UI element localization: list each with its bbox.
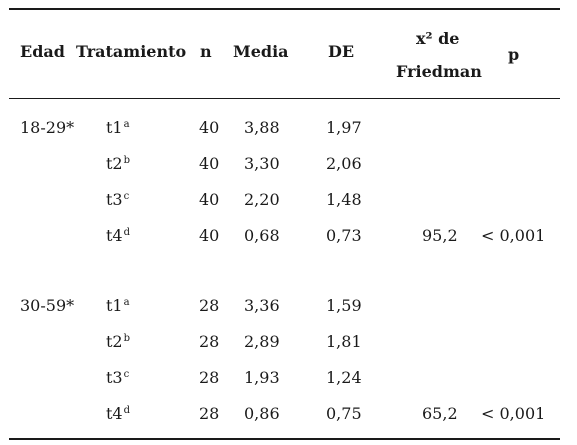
header-p: p bbox=[508, 45, 520, 64]
table-cell-treatment: t1a bbox=[106, 296, 130, 315]
table-cell-media: 3,30 bbox=[244, 154, 280, 173]
table-cell-treatment: t2b bbox=[106, 154, 131, 173]
header-rule bbox=[9, 98, 560, 99]
table-cell-friedman: 65,2 bbox=[422, 404, 458, 423]
table-cell-p: < 0,001 bbox=[481, 404, 546, 423]
header-n: n bbox=[200, 42, 212, 61]
table-cell-de: 1,48 bbox=[326, 190, 362, 209]
table-cell-treatment: t1a bbox=[106, 118, 130, 137]
table-cell-n: 28 bbox=[199, 404, 220, 423]
table-cell-p: < 0,001 bbox=[481, 226, 546, 245]
table-cell-n: 40 bbox=[199, 154, 220, 173]
table-cell-media: 3,36 bbox=[244, 296, 280, 315]
table-cell-treatment: t4d bbox=[106, 404, 131, 423]
table-cell-n: 40 bbox=[199, 118, 220, 137]
table-cell-n: 28 bbox=[199, 368, 220, 387]
table-cell-media: 0,86 bbox=[244, 404, 280, 423]
header-friedman-line2: Friedman bbox=[396, 62, 482, 81]
header-edad: Edad bbox=[20, 42, 65, 61]
table-cell-n: 40 bbox=[199, 190, 220, 209]
table-top-rule bbox=[9, 8, 560, 10]
table-cell-de: 1,97 bbox=[326, 118, 362, 137]
table-cell-n: 28 bbox=[199, 332, 220, 351]
table-cell-media: 1,93 bbox=[244, 368, 280, 387]
table-cell-de: 1,24 bbox=[326, 368, 362, 387]
group-age-label: 18-29* bbox=[20, 118, 75, 137]
table-cell-treatment: t2b bbox=[106, 332, 131, 351]
table-cell-de: 0,75 bbox=[326, 404, 362, 423]
table-cell-media: 2,20 bbox=[244, 190, 280, 209]
table-cell-n: 28 bbox=[199, 296, 220, 315]
header-de: DE bbox=[328, 42, 355, 61]
table-cell-n: 40 bbox=[199, 226, 220, 245]
header-friedman-line1: x² de bbox=[416, 29, 460, 48]
table-cell-treatment: t4d bbox=[106, 226, 131, 245]
header-media: Media bbox=[233, 42, 289, 61]
group-age-label: 30-59* bbox=[20, 296, 75, 315]
table-cell-de: 1,59 bbox=[326, 296, 362, 315]
table-cell-de: 2,06 bbox=[326, 154, 362, 173]
table-cell-friedman: 95,2 bbox=[422, 226, 458, 245]
table-cell-media: 2,89 bbox=[244, 332, 280, 351]
table-cell-treatment: t3c bbox=[106, 190, 130, 209]
table-cell-de: 1,81 bbox=[326, 332, 362, 351]
table-cell-treatment: t3c bbox=[106, 368, 130, 387]
table-cell-de: 0,73 bbox=[326, 226, 362, 245]
table-cell-media: 3,88 bbox=[244, 118, 280, 137]
table-bottom-rule bbox=[9, 438, 560, 440]
header-tratamiento: Tratamiento bbox=[76, 42, 187, 61]
table-cell-media: 0,68 bbox=[244, 226, 280, 245]
